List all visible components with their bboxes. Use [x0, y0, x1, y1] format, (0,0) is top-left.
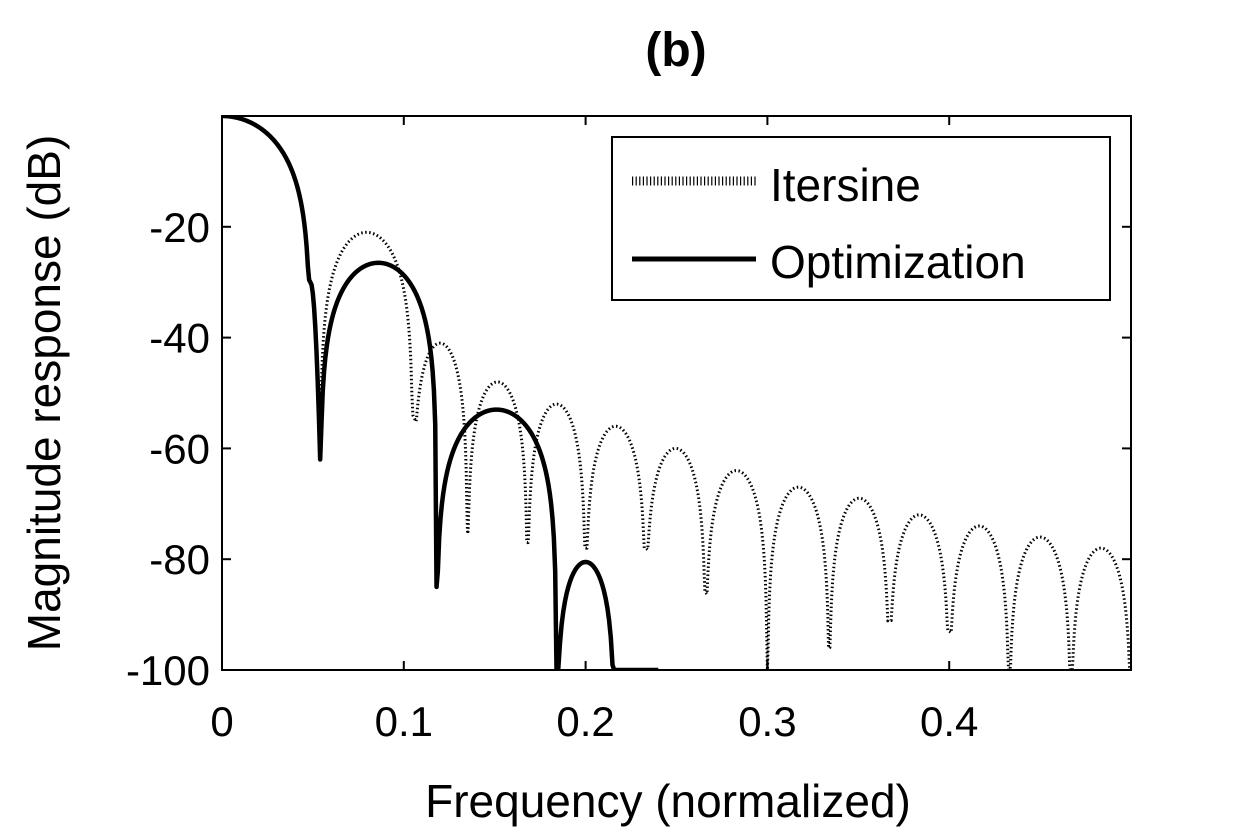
plot-frame — [221, 115, 1132, 671]
legend-box — [611, 136, 1111, 301]
y-tick-label: -40 — [149, 315, 210, 362]
chart-title: (b) — [645, 24, 706, 77]
legend-label-optimization: Optimization — [770, 236, 1026, 288]
x-tick-label: 0.1 — [375, 698, 433, 745]
tick-layer: 0 0.1 0.2 0.3 0.4 -20 -40 -60 -80 -100 — [126, 116, 1131, 745]
y-tick-label: -80 — [149, 536, 210, 583]
x-tick-label: 0 — [210, 698, 233, 745]
y-tick-label: -100 — [126, 647, 210, 694]
x-tick-label: 0.2 — [556, 698, 614, 745]
series-layer — [222, 116, 1131, 670]
y-axis-label: Magnitude response (dB) — [18, 135, 70, 652]
legend-label-itersine: Itersine — [770, 159, 921, 211]
series-line-optimization — [222, 116, 659, 670]
y-tick-label: -60 — [149, 425, 210, 472]
x-axis-label: Frequency (normalized) — [425, 775, 911, 827]
legend: Itersine Optimization — [611, 136, 1111, 301]
y-tick-label: -20 — [149, 204, 210, 251]
series-line-itersine — [222, 116, 1131, 670]
x-tick-label: 0.4 — [920, 698, 978, 745]
x-tick-label: 0.3 — [738, 698, 796, 745]
plot-area: 0 0.1 0.2 0.3 0.4 -20 -40 -60 -80 -100 — [126, 115, 1132, 745]
